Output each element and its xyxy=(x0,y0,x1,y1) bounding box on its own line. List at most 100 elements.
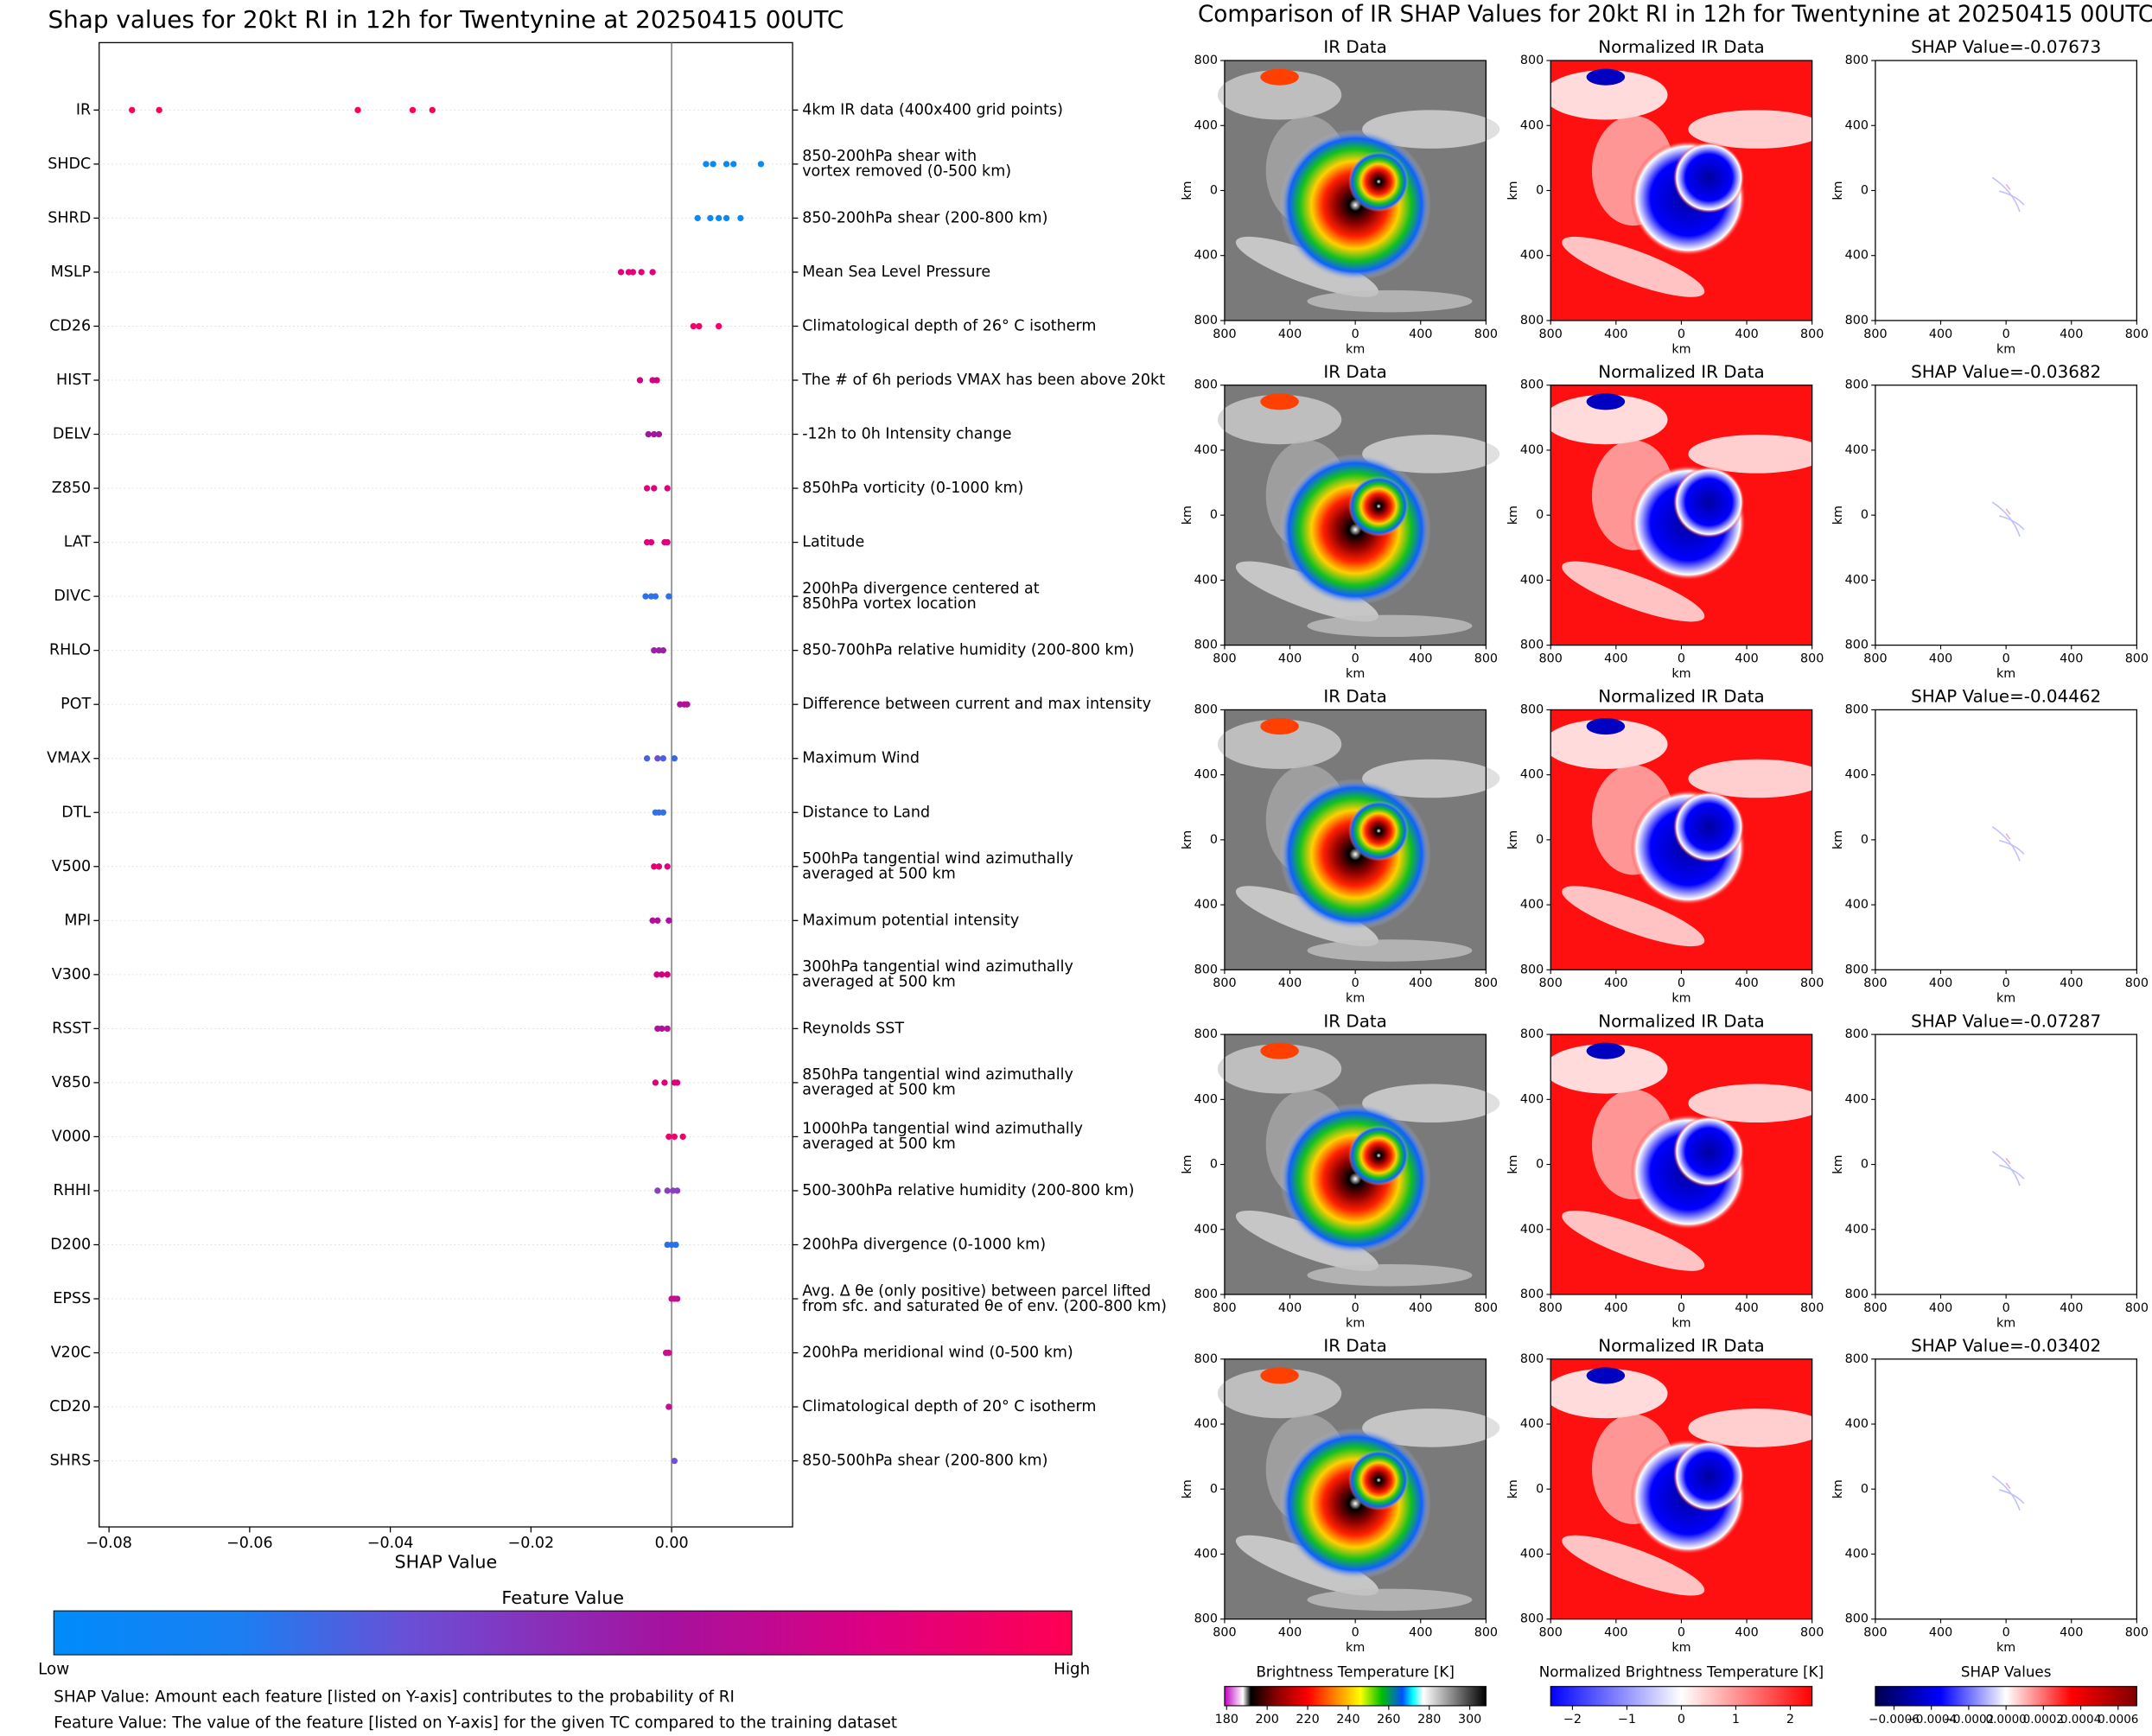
shap-point xyxy=(654,1187,661,1194)
feature-description: averaged at 500 km xyxy=(802,1082,956,1099)
x-tick-label: 800 xyxy=(2125,652,2149,666)
image-panel xyxy=(1875,384,2138,646)
shap-point xyxy=(354,106,361,114)
shap-point xyxy=(664,1025,671,1033)
feature-label: SHRD xyxy=(48,209,91,226)
shap-point xyxy=(429,106,436,114)
x-tick-label: 0 xyxy=(1352,1301,1359,1315)
feature-label: CD26 xyxy=(49,317,91,334)
y-tick-label: 800 xyxy=(1194,639,1218,652)
shap-point xyxy=(673,1295,681,1302)
y-tick-label: 400 xyxy=(1194,249,1218,263)
x-tick-label: 0 xyxy=(1678,1626,1685,1640)
colorbar-low: Low xyxy=(38,1661,69,1679)
y-tick-label: 400 xyxy=(1845,1223,1869,1237)
x-tick-label: 0 xyxy=(2002,327,2010,341)
y-tick-label: 800 xyxy=(1194,703,1218,716)
shap-point xyxy=(643,755,651,762)
y-tick-label: 400 xyxy=(1194,1092,1218,1106)
y-tick-label: 0 xyxy=(1861,1158,1869,1172)
y-tick-label: 0 xyxy=(1536,1482,1544,1496)
shap-point xyxy=(659,971,665,978)
y-axis-label: km xyxy=(1181,1154,1194,1173)
image-panel xyxy=(1544,60,1826,321)
x-tick-label: 400 xyxy=(1278,652,1302,666)
x-tick-label: 0 xyxy=(2002,976,2010,990)
shap-point xyxy=(665,917,672,924)
shap-point xyxy=(643,485,651,492)
y-tick-label: 400 xyxy=(1194,118,1218,132)
image-panel xyxy=(1544,709,1826,970)
y-tick-label: 400 xyxy=(1845,1547,1869,1561)
y-tick-label: 800 xyxy=(1520,963,1544,976)
feature-description: Maximum Wind xyxy=(802,750,920,767)
x-tick-label: 0 xyxy=(2002,1626,2010,1640)
feature-description: Reynolds SST xyxy=(802,1020,904,1037)
y-axis-label: km xyxy=(1506,181,1520,200)
x-tick-label: 800 xyxy=(1474,976,1498,990)
y-tick-label: 800 xyxy=(1520,639,1544,652)
feature-label: MSLP xyxy=(51,264,92,281)
x-tick-label: 0 xyxy=(2002,1301,2010,1315)
shap-point xyxy=(664,971,671,978)
x-axis-label: km xyxy=(1671,342,1690,356)
y-tick-label: 400 xyxy=(1520,249,1544,263)
colorbar-tick-label: 2 xyxy=(1786,1713,1794,1726)
note: Feature Value: The value of the feature … xyxy=(54,1714,897,1733)
y-tick-label: 0 xyxy=(1210,1482,1218,1496)
feature-description: 500hPa tangential wind azimuthally xyxy=(802,850,1073,868)
colorbar xyxy=(1875,1686,2137,1707)
x-tick-label: 400 xyxy=(1735,1301,1758,1315)
y-tick-label: 400 xyxy=(1845,898,1869,912)
plot-frame xyxy=(99,41,793,1528)
shap-point xyxy=(664,485,671,492)
feature-description: Climatological depth of 26° C isotherm xyxy=(802,317,1096,334)
y-axis-label: km xyxy=(1181,181,1194,200)
x-tick-label: 400 xyxy=(1409,1626,1432,1640)
x-tick-label: 400 xyxy=(1409,327,1432,341)
x-tick-label: 0 xyxy=(1352,1626,1359,1640)
colorbar-title: Normalized Brightness Temperature [K] xyxy=(1539,1663,1824,1680)
y-tick-label: 800 xyxy=(1520,703,1544,716)
x-tick-label: 0.00 xyxy=(655,1535,689,1552)
colorbar-tick-label: 300 xyxy=(1458,1713,1481,1726)
shap-point xyxy=(649,269,656,276)
x-axis-label: km xyxy=(1346,1641,1365,1655)
shap-point xyxy=(642,593,649,600)
x-tick-label: 800 xyxy=(1539,327,1563,341)
feature-description: 200hPa meridional wind (0-500 km) xyxy=(802,1345,1073,1362)
x-tick-label: 800 xyxy=(1800,327,1824,341)
feature-label: EPSS xyxy=(53,1290,91,1307)
x-tick-label: 400 xyxy=(1409,976,1432,990)
y-tick-label: 400 xyxy=(1194,768,1218,782)
y-tick-label: 800 xyxy=(1845,1352,1869,1366)
shap-point xyxy=(129,106,136,114)
feature-description: averaged at 500 km xyxy=(802,974,956,991)
shap-point xyxy=(684,701,691,708)
x-tick-label: 400 xyxy=(1604,1626,1627,1640)
panel-title: SHAP Value=-0.04462 xyxy=(1911,687,2101,707)
x-axis-label: km xyxy=(1996,342,2015,356)
panel-title: Normalized IR Data xyxy=(1598,362,1764,382)
y-tick-label: 800 xyxy=(1194,963,1218,976)
y-axis-label: km xyxy=(1506,830,1520,849)
y-tick-label: 800 xyxy=(1194,1027,1218,1041)
y-axis-label: km xyxy=(1181,1479,1194,1498)
y-tick-label: 800 xyxy=(1520,1612,1544,1626)
feature-label: IR xyxy=(76,101,91,118)
shap-point xyxy=(664,538,671,546)
panel-title: IR Data xyxy=(1323,1336,1386,1356)
feature-description: 300hPa tangential wind azimuthally xyxy=(802,958,1073,976)
colorbar-tick-label: 280 xyxy=(1417,1713,1441,1726)
x-axis-label: km xyxy=(1996,667,2015,681)
feature-description: 850-200hPa shear (200-800 km) xyxy=(802,209,1047,226)
feature-description: 850-700hPa relative humidity (200-800 km… xyxy=(802,642,1134,659)
x-tick-label: 800 xyxy=(1863,327,1887,341)
panel-title: Normalized IR Data xyxy=(1598,1011,1764,1031)
y-tick-label: 400 xyxy=(1845,443,1869,457)
feature-description: 850-500hPa shear (200-800 km) xyxy=(802,1453,1047,1470)
colorbar-tick-label: 260 xyxy=(1377,1713,1400,1726)
y-tick-label: 800 xyxy=(1845,54,1869,67)
x-tick-label: 800 xyxy=(1213,976,1236,990)
shap-point xyxy=(715,322,723,330)
